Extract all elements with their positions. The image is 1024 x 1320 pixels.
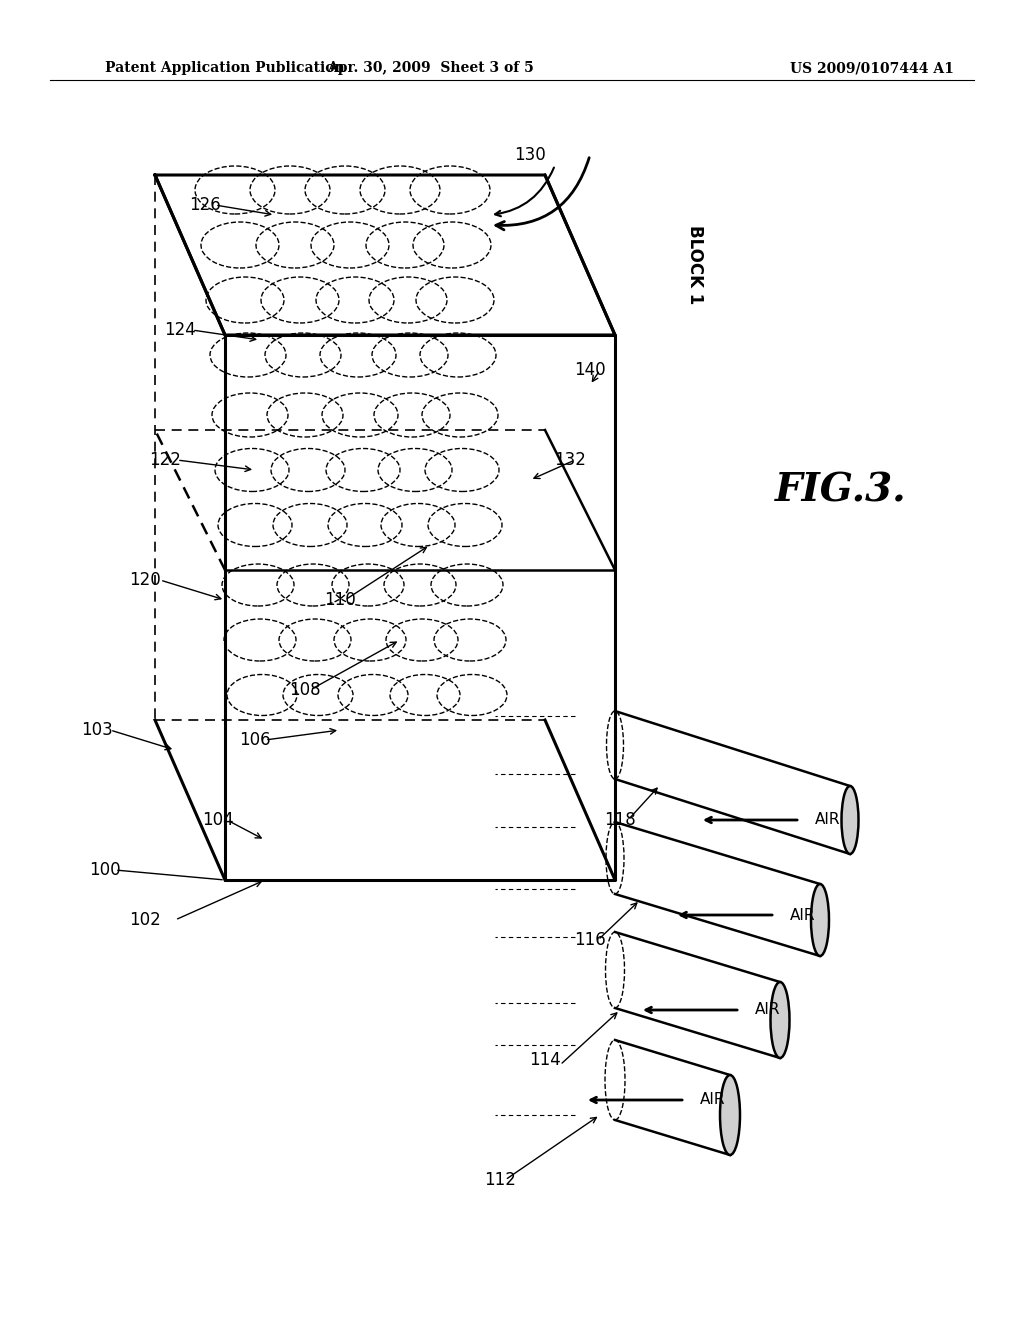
Text: 110: 110 bbox=[325, 591, 356, 609]
Text: BLOCK 1: BLOCK 1 bbox=[686, 226, 705, 305]
Text: 122: 122 bbox=[150, 451, 181, 469]
Text: 116: 116 bbox=[574, 931, 606, 949]
Text: 100: 100 bbox=[89, 861, 121, 879]
Text: 114: 114 bbox=[529, 1051, 561, 1069]
Text: 106: 106 bbox=[240, 731, 270, 748]
Text: 140: 140 bbox=[574, 360, 606, 379]
Text: AIR: AIR bbox=[815, 813, 841, 828]
Text: FIG.3.: FIG.3. bbox=[775, 471, 906, 510]
FancyArrowPatch shape bbox=[496, 157, 589, 230]
Text: Patent Application Publication: Patent Application Publication bbox=[105, 61, 345, 75]
Text: AIR: AIR bbox=[700, 1093, 725, 1107]
Text: 112: 112 bbox=[484, 1171, 516, 1189]
Text: 126: 126 bbox=[189, 195, 221, 214]
Text: Apr. 30, 2009  Sheet 3 of 5: Apr. 30, 2009 Sheet 3 of 5 bbox=[327, 61, 534, 75]
Text: 132: 132 bbox=[554, 451, 586, 469]
Text: AIR: AIR bbox=[755, 1002, 780, 1018]
Text: 124: 124 bbox=[164, 321, 196, 339]
Ellipse shape bbox=[842, 785, 858, 854]
Ellipse shape bbox=[720, 1074, 740, 1155]
Text: 118: 118 bbox=[604, 810, 636, 829]
Text: 104: 104 bbox=[202, 810, 233, 829]
Text: US 2009/0107444 A1: US 2009/0107444 A1 bbox=[790, 61, 954, 75]
Ellipse shape bbox=[770, 982, 790, 1059]
Text: 120: 120 bbox=[129, 572, 161, 589]
Text: 130: 130 bbox=[514, 147, 546, 164]
Text: 103: 103 bbox=[81, 721, 113, 739]
Text: 108: 108 bbox=[289, 681, 321, 700]
Text: AIR: AIR bbox=[790, 908, 815, 923]
Ellipse shape bbox=[811, 884, 829, 956]
Text: 102: 102 bbox=[129, 911, 161, 929]
